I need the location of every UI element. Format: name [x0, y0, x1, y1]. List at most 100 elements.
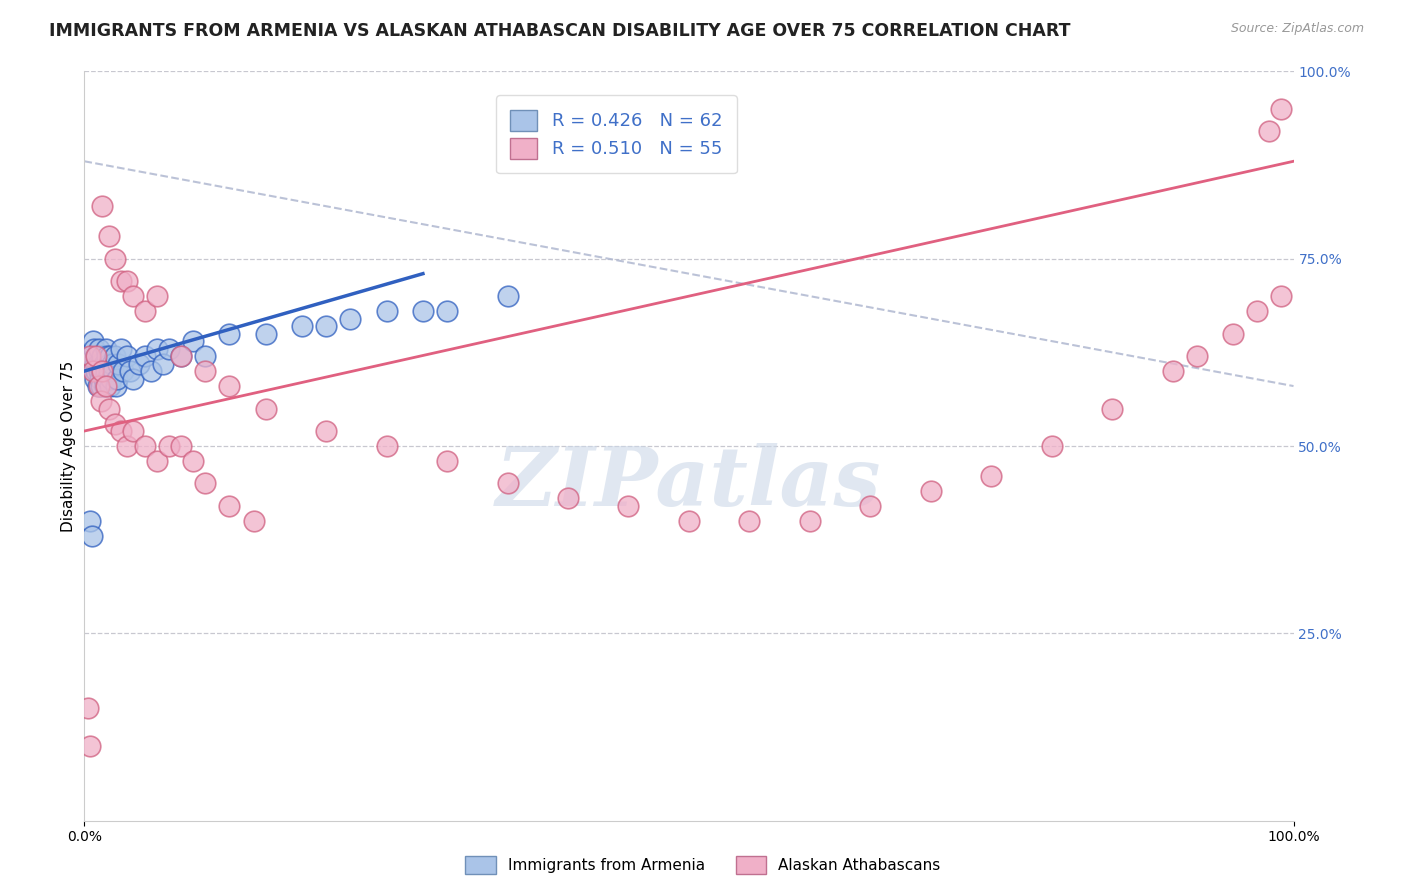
Point: [103, 364, 125, 378]
Point: [375, 439, 398, 453]
Point: [98, 349, 121, 363]
Point: [115, 439, 138, 453]
Point: [170, 349, 193, 363]
Point: [146, 289, 169, 303]
Point: [436, 304, 458, 318]
Point: [1246, 304, 1268, 318]
Point: [79, 739, 101, 753]
Point: [254, 326, 277, 341]
Point: [91, 364, 114, 378]
Point: [146, 454, 169, 468]
Point: [496, 476, 519, 491]
Point: [617, 499, 640, 513]
Point: [96, 349, 118, 363]
Point: [139, 364, 162, 378]
Point: [157, 439, 180, 453]
Point: [920, 483, 942, 498]
Point: [121, 371, 143, 385]
Point: [86, 379, 108, 393]
Point: [97, 357, 120, 371]
Point: [134, 349, 156, 363]
Point: [170, 439, 193, 453]
Point: [181, 334, 204, 348]
Point: [93, 357, 115, 371]
Text: Source: ZipAtlas.com: Source: ZipAtlas.com: [1230, 22, 1364, 36]
Point: [84, 357, 107, 371]
Point: [859, 499, 882, 513]
Point: [110, 342, 132, 356]
Point: [90, 379, 112, 393]
Point: [94, 342, 117, 356]
Point: [1101, 401, 1123, 416]
Point: [87, 364, 110, 378]
Point: [980, 469, 1002, 483]
Point: [87, 379, 110, 393]
Legend: Immigrants from Armenia, Alaskan Athabascans: Immigrants from Armenia, Alaskan Athabas…: [460, 850, 946, 880]
Point: [134, 304, 156, 318]
Point: [97, 364, 120, 378]
Point: [89, 371, 111, 385]
Point: [83, 342, 105, 356]
Point: [104, 417, 127, 431]
Point: [1161, 364, 1184, 378]
Point: [110, 424, 132, 438]
Point: [242, 514, 264, 528]
Point: [315, 319, 337, 334]
Point: [86, 364, 108, 378]
Point: [254, 401, 277, 416]
Point: [104, 349, 127, 363]
Point: [97, 401, 120, 416]
Point: [94, 379, 117, 393]
Point: [152, 357, 174, 371]
Point: [121, 424, 143, 438]
Text: ZIPatlas: ZIPatlas: [496, 443, 882, 524]
Point: [1270, 102, 1292, 116]
Point: [101, 357, 124, 371]
Point: [105, 371, 128, 385]
Point: [557, 491, 579, 506]
Point: [218, 379, 240, 393]
Point: [94, 379, 117, 393]
Point: [90, 364, 112, 378]
Point: [97, 229, 120, 244]
Point: [96, 371, 118, 385]
Point: [91, 349, 114, 363]
Point: [339, 311, 361, 326]
Point: [218, 326, 240, 341]
Point: [1185, 349, 1208, 363]
Point: [194, 364, 217, 378]
Point: [86, 349, 108, 363]
Point: [146, 342, 169, 356]
Point: [90, 394, 112, 409]
Point: [104, 252, 127, 266]
Y-axis label: Disability Age Over 75: Disability Age Over 75: [60, 360, 76, 532]
Point: [82, 334, 104, 348]
Point: [79, 349, 101, 363]
Point: [80, 529, 103, 543]
Point: [86, 357, 108, 371]
Point: [1222, 326, 1244, 341]
Legend: R = 0.426   N = 62, R = 0.510   N = 55: R = 0.426 N = 62, R = 0.510 N = 55: [496, 95, 737, 173]
Point: [91, 364, 114, 378]
Text: IMMIGRANTS FROM ARMENIA VS ALASKAN ATHABASCAN DISABILITY AGE OVER 75 CORRELATION: IMMIGRANTS FROM ARMENIA VS ALASKAN ATHAB…: [49, 22, 1071, 40]
Point: [115, 274, 138, 288]
Point: [412, 304, 434, 318]
Point: [120, 364, 142, 378]
Point: [291, 319, 314, 334]
Point: [315, 424, 337, 438]
Point: [436, 454, 458, 468]
Point: [87, 342, 110, 356]
Point: [678, 514, 700, 528]
Point: [110, 274, 132, 288]
Point: [112, 364, 135, 378]
Point: [375, 304, 398, 318]
Point: [104, 379, 127, 393]
Point: [89, 357, 111, 371]
Point: [194, 349, 217, 363]
Point: [107, 357, 129, 371]
Point: [134, 439, 156, 453]
Point: [79, 514, 101, 528]
Point: [496, 289, 519, 303]
Point: [86, 349, 108, 363]
Point: [94, 357, 117, 371]
